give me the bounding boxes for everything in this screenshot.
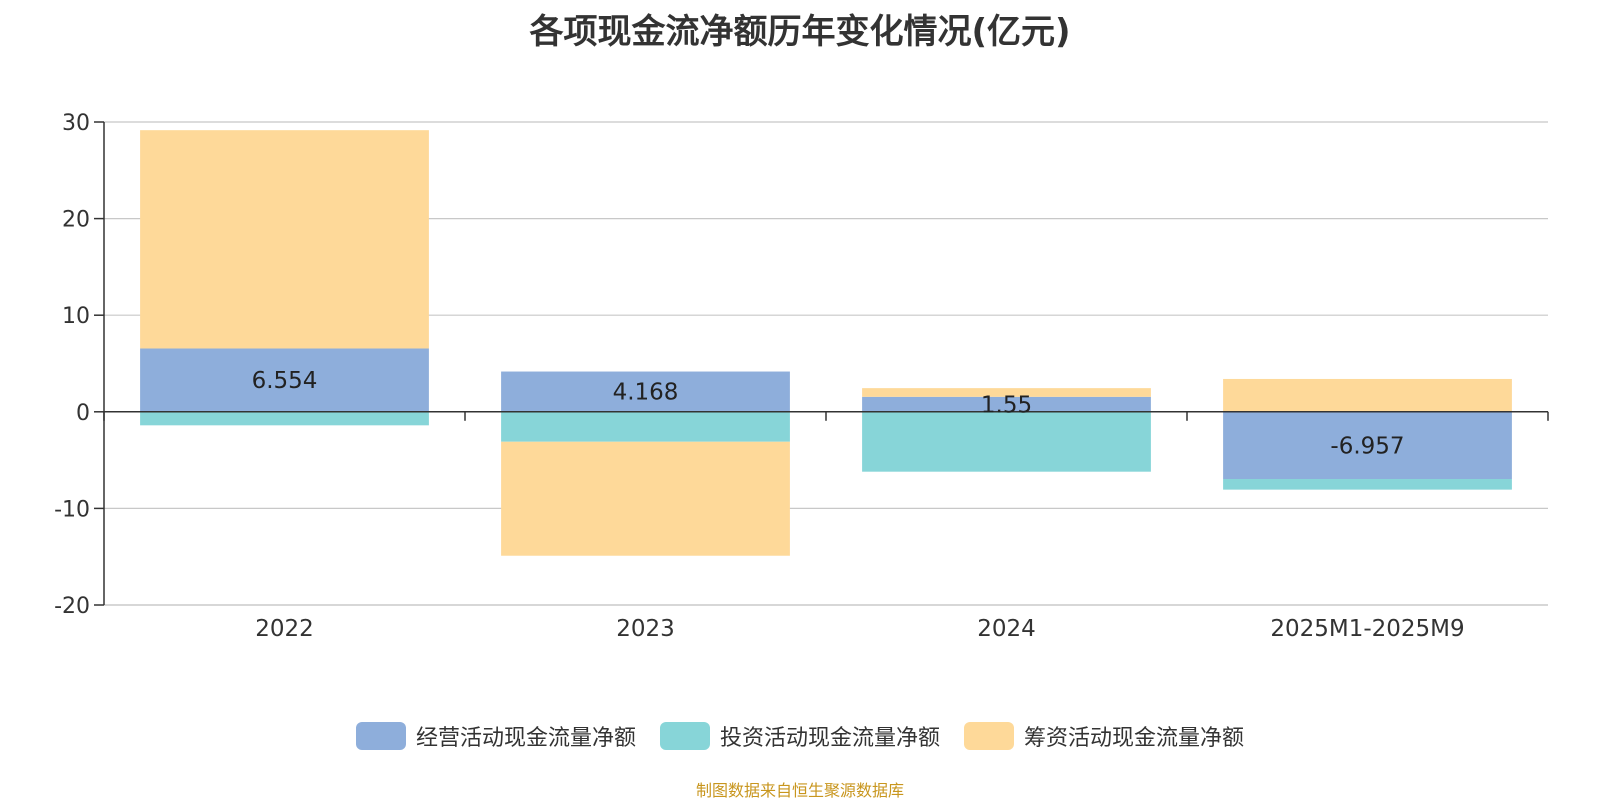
legend-item-2[interactable]: 投资活动现金流量净额	[659, 720, 940, 752]
legend-label: 经营活动现金流量净额	[415, 726, 636, 751]
bar-segment-3	[140, 130, 429, 349]
legend-label: 筹资活动现金流量净额	[1024, 726, 1245, 751]
source-note: 制图数据来自恒生聚源数据库	[695, 781, 904, 800]
data-label: 6.554	[252, 368, 318, 394]
y-tick-label: 10	[62, 304, 90, 329]
data-label: 1.55	[981, 392, 1032, 418]
bar-segment-3	[862, 388, 1151, 397]
chart-title: 各项现金流净额历年变化情况(亿元)	[529, 12, 1071, 52]
legend-swatch	[964, 722, 1014, 750]
legend: 经营活动现金流量净额 投资活动现金流量净额 筹资活动现金流量净额	[0, 720, 1600, 752]
bars	[140, 130, 1512, 556]
x-tick-label: 2025M1-2025M9	[1270, 616, 1464, 642]
legend-item-3[interactable]: 筹资活动现金流量净额	[964, 720, 1244, 752]
y-tick-label: 30	[62, 111, 90, 136]
data-label: -6.957	[1330, 433, 1404, 459]
x-tick-label: 2023	[616, 616, 675, 642]
legend-swatch	[659, 722, 710, 750]
x-tick-label: 2024	[977, 616, 1036, 642]
bar-segment-1	[1223, 411, 1512, 480]
legend-swatch	[355, 722, 406, 750]
x-tick-label: 2022	[255, 616, 314, 642]
bar-segment-1	[501, 371, 790, 412]
legend-item-1[interactable]: 经营活动现金流量净额	[355, 720, 636, 752]
data-label: 4.168	[613, 380, 679, 406]
y-tick-label: 0	[76, 401, 90, 426]
y-tick-label: -10	[54, 497, 90, 522]
bar-segment-2	[862, 411, 1151, 472]
y-tick-label: 20	[62, 208, 90, 233]
bar-segment-2	[501, 411, 790, 442]
bar-segment-3	[501, 441, 790, 556]
legend-label: 投资活动现金流量净额	[719, 726, 940, 751]
bar-segment-1	[140, 348, 429, 412]
bar-segment-3	[1223, 378, 1512, 412]
y-tick-label: -20	[54, 594, 90, 619]
axes: 30 20 10 0 -10 -20 2022 2023 2024 2025M1-2025M9	[54, 111, 1549, 642]
data-labels: 6.554 4.168 1.55 -6.957	[252, 368, 1405, 459]
bar-segment-1	[862, 396, 1151, 412]
bar-segment-2	[1223, 479, 1512, 490]
bar-segment-2	[140, 411, 429, 426]
